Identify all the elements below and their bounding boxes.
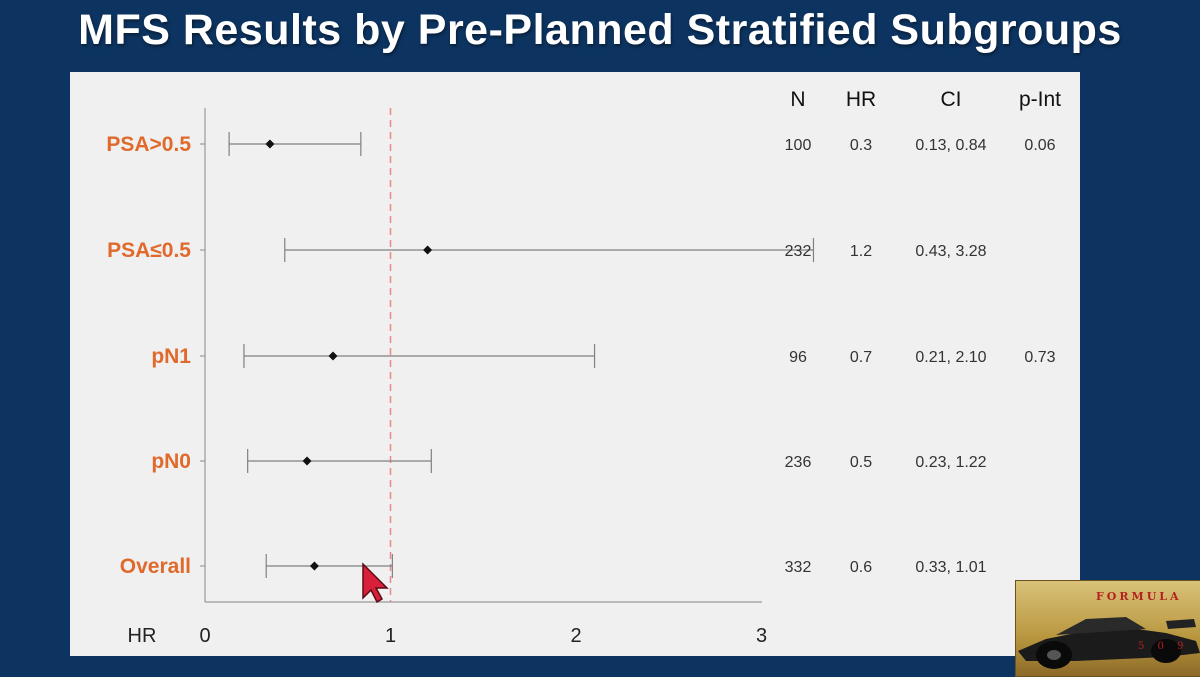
row-label: pN0 xyxy=(151,450,191,473)
hr-point xyxy=(309,561,319,571)
chart-panel: 0 1 2 3 HR N HR CI p-Int PSA>0.5 100 0.3 0.13, 0.84 0… xyxy=(70,72,1080,656)
x-tick-label: 0 xyxy=(199,625,210,647)
hr-value: 0.3 xyxy=(850,137,872,154)
hr-value: 0.7 xyxy=(850,349,872,366)
hr-point xyxy=(302,456,312,466)
x-tick-label: 3 xyxy=(756,625,767,647)
pointer-arrow-icon xyxy=(362,562,389,604)
logo-text: FORMULA xyxy=(1096,590,1182,603)
hr-point xyxy=(423,245,433,255)
formula-509-logo: FORMULA 5 0 9 xyxy=(1015,580,1200,677)
n-value: 232 xyxy=(785,243,812,260)
table-header-ci: CI xyxy=(941,88,962,111)
row-label: PSA≤0.5 xyxy=(107,239,191,262)
hr-value: 0.6 xyxy=(850,559,872,576)
logo-number: 5 0 9 xyxy=(1138,641,1189,652)
hr-point xyxy=(328,351,338,361)
table-header-hr: HR xyxy=(846,88,876,111)
p-int-value: 0.06 xyxy=(1024,137,1055,154)
x-tick-label: 2 xyxy=(570,625,581,647)
hr-point xyxy=(265,139,275,149)
x-tick-label: 1 xyxy=(385,625,396,647)
row-label: pN1 xyxy=(151,345,191,368)
ci-value: 0.23, 1.22 xyxy=(915,454,986,471)
hr-value: 0.5 xyxy=(850,454,872,471)
p-int-value: 0.73 xyxy=(1024,349,1055,366)
slide-title: MFS Results by Pre-Planned Stratified Su… xyxy=(78,6,1122,54)
table-header-n: N xyxy=(790,88,805,111)
n-value: 96 xyxy=(789,349,807,366)
ci-value: 0.13, 0.84 xyxy=(915,137,986,154)
n-value: 236 xyxy=(785,454,812,471)
row-label: Overall xyxy=(120,555,191,578)
race-car-icon xyxy=(1018,617,1200,669)
n-value: 100 xyxy=(785,137,812,154)
table-header-pint: p-Int xyxy=(1019,88,1061,111)
row-label: PSA>0.5 xyxy=(106,133,191,156)
ci-value: 0.21, 2.10 xyxy=(915,349,986,366)
hr-value: 1.2 xyxy=(850,243,872,260)
ci-value: 0.33, 1.01 xyxy=(915,559,986,576)
n-value: 332 xyxy=(785,559,812,576)
ci-value: 0.43, 3.28 xyxy=(915,243,986,260)
forest-plot: 0 1 2 3 HR N HR CI p-Int PSA>0.5 100 0.3 0.13, 0.84 0… xyxy=(106,88,1061,647)
x-axis-label: HR xyxy=(128,625,157,647)
